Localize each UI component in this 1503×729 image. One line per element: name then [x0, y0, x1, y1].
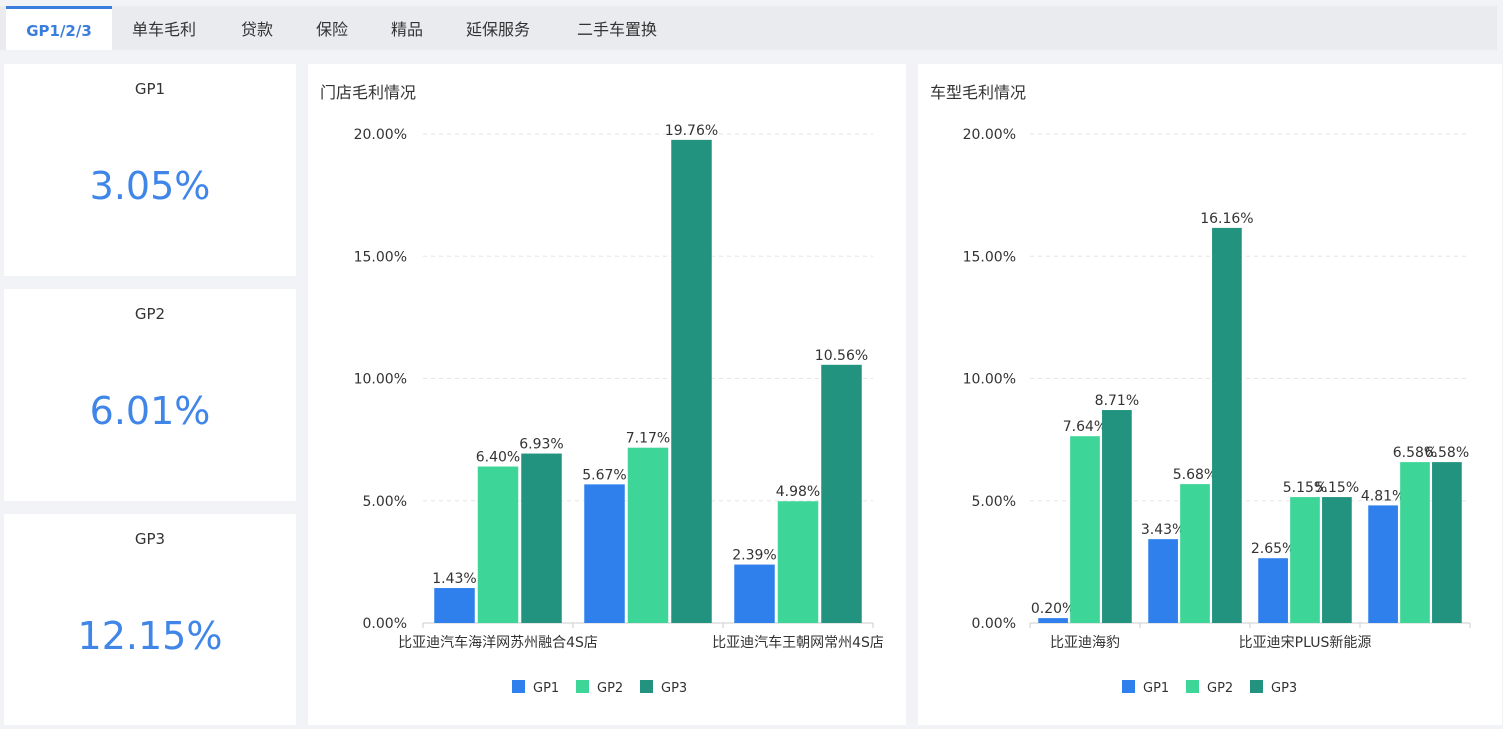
- bar-value-label: 8.71%: [1095, 393, 1139, 409]
- bar-gp1[interactable]: [734, 564, 775, 623]
- kpi-value: 6.01%: [89, 389, 211, 433]
- kpi-value: 3.05%: [89, 164, 211, 208]
- x-category-label: 比亚迪宋PLUS新能源: [1239, 635, 1372, 651]
- kpi-title: GP2: [134, 305, 166, 323]
- bar-value-label: 5.15%: [1315, 480, 1359, 496]
- bar-gp1[interactable]: [1258, 558, 1288, 623]
- tab-loan[interactable]: 贷款: [241, 20, 274, 39]
- y-tick-label: 0.00%: [972, 616, 1016, 632]
- legend-label[interactable]: GP2: [1207, 681, 1233, 696]
- bar-gp1[interactable]: [1368, 505, 1398, 623]
- tab-used-car-trade-in[interactable]: 二手车置换: [577, 20, 658, 39]
- bar-gp3[interactable]: [1102, 410, 1132, 623]
- x-category-label: 比亚迪海豹: [1050, 635, 1120, 651]
- y-tick-label: 5.00%: [363, 494, 407, 510]
- bar-value-label: 1.43%: [432, 571, 476, 587]
- kpi-card-gp1: GP1 3.05%: [4, 64, 296, 276]
- legend-swatch-gp2[interactable]: [1186, 680, 1199, 693]
- legend-label[interactable]: GP3: [1271, 681, 1297, 696]
- bar-value-label: 3.43%: [1141, 522, 1185, 538]
- legend-label[interactable]: GP1: [533, 681, 559, 696]
- x-category-label: 比亚迪汽车海洋网苏州融合4S店: [398, 634, 598, 651]
- kpi-title: GP3: [134, 530, 166, 548]
- bar-gp2[interactable]: [477, 466, 519, 623]
- bar-value-label: 4.98%: [776, 484, 820, 500]
- chart-title: 门店毛利情况: [320, 83, 417, 102]
- tab-gp123[interactable]: GP1/2/3: [6, 6, 112, 50]
- bar-gp2[interactable]: [1070, 436, 1100, 623]
- store-margin-panel: 门店毛利情况 0.00% 5.00% 10.00% 15.00% 20.00% 1.43%…: [308, 64, 906, 725]
- y-tick-label: 5.00%: [972, 494, 1016, 510]
- bar-gp1[interactable]: [1148, 539, 1178, 623]
- kpi-title: GP1: [134, 80, 166, 98]
- legend-label[interactable]: GP2: [597, 681, 623, 696]
- legend-label[interactable]: GP1: [1143, 681, 1169, 696]
- legend-swatch-gp1[interactable]: [512, 680, 525, 693]
- chart-title: 车型毛利情况: [930, 83, 1027, 102]
- tab-per-vehicle-margin[interactable]: 单车毛利: [132, 20, 197, 39]
- kpi-value: 12.15%: [77, 614, 223, 658]
- bar-value-label: 6.93%: [519, 437, 563, 453]
- store-margin-chart: 0.00% 5.00% 10.00% 15.00% 20.00% 1.43% 5.67% 2.…: [354, 123, 884, 696]
- tab-accessories[interactable]: 精品: [391, 20, 424, 39]
- legend-label[interactable]: GP3: [661, 681, 687, 696]
- bar-value-label: 4.81%: [1361, 488, 1405, 504]
- bar-value-label: 6.58%: [1393, 445, 1437, 461]
- bar-value-label: 7.64%: [1063, 419, 1107, 435]
- tab-bar: GP1/2/3 单车毛利 贷款 保险 精品 延保服务 二手车置换: [0, 6, 1497, 50]
- legend-swatch-gp3[interactable]: [640, 680, 653, 693]
- bar-gp3[interactable]: [1432, 462, 1462, 623]
- y-tick-label: 10.00%: [963, 372, 1016, 388]
- bar-value-label: 5.68%: [1173, 467, 1217, 483]
- kpi-card-gp2: GP2 6.01%: [4, 289, 296, 501]
- y-tick-label: 10.00%: [354, 372, 407, 388]
- bar-gp2[interactable]: [627, 447, 669, 623]
- x-category-label: 比亚迪汽车王朝网常州4S店: [712, 634, 884, 651]
- tab-insurance[interactable]: 保险: [316, 20, 349, 39]
- y-tick-label: 20.00%: [963, 127, 1016, 143]
- bar-value-label: 5.67%: [582, 467, 626, 483]
- legend-swatch-gp2[interactable]: [576, 680, 589, 693]
- bar-gp2[interactable]: [1180, 484, 1210, 623]
- bar-value-label: 6.58%: [1425, 445, 1469, 461]
- model-margin-chart: 0.00% 5.00% 10.00% 15.00% 20.00% 0.20% 3.43% 2.…: [963, 127, 1471, 696]
- legend-swatch-gp1[interactable]: [1122, 680, 1135, 693]
- bar-value-label: 16.16%: [1200, 211, 1253, 227]
- bar-value-label: 5.15%: [1283, 480, 1327, 496]
- bar-value-label: 6.40%: [476, 450, 520, 466]
- bar-gp2[interactable]: [777, 501, 819, 623]
- model-margin-panel: 车型毛利情况 0.00% 5.00% 10.00% 15.00% 20.00% 0.20%…: [918, 64, 1502, 725]
- bar-gp3[interactable]: [1212, 227, 1242, 623]
- bar-value-label: 0.20%: [1031, 601, 1075, 617]
- bar-gp2[interactable]: [1400, 462, 1430, 623]
- y-tick-label: 0.00%: [363, 616, 407, 632]
- bar-gp1[interactable]: [1038, 618, 1068, 623]
- y-tick-label: 20.00%: [354, 127, 407, 143]
- bar-gp3[interactable]: [521, 453, 562, 623]
- bar-value-label: 19.76%: [665, 123, 718, 139]
- bar-gp3[interactable]: [1322, 497, 1352, 623]
- y-tick-label: 15.00%: [354, 249, 407, 265]
- bar-value-label: 2.65%: [1251, 541, 1295, 557]
- tab-extended-warranty[interactable]: 延保服务: [466, 20, 531, 39]
- bar-gp3[interactable]: [671, 139, 712, 624]
- bar-value-label: 10.56%: [815, 348, 868, 364]
- legend-swatch-gp3[interactable]: [1250, 680, 1263, 693]
- bar-value-label: 2.39%: [732, 548, 776, 564]
- bar-gp3[interactable]: [821, 364, 862, 623]
- kpi-card-gp3: GP3 12.15%: [4, 514, 296, 725]
- bar-gp1[interactable]: [584, 484, 625, 623]
- bar-gp1[interactable]: [434, 588, 475, 623]
- y-tick-label: 15.00%: [963, 249, 1016, 265]
- bar-gp2[interactable]: [1290, 497, 1320, 623]
- bar-value-label: 7.17%: [626, 431, 670, 447]
